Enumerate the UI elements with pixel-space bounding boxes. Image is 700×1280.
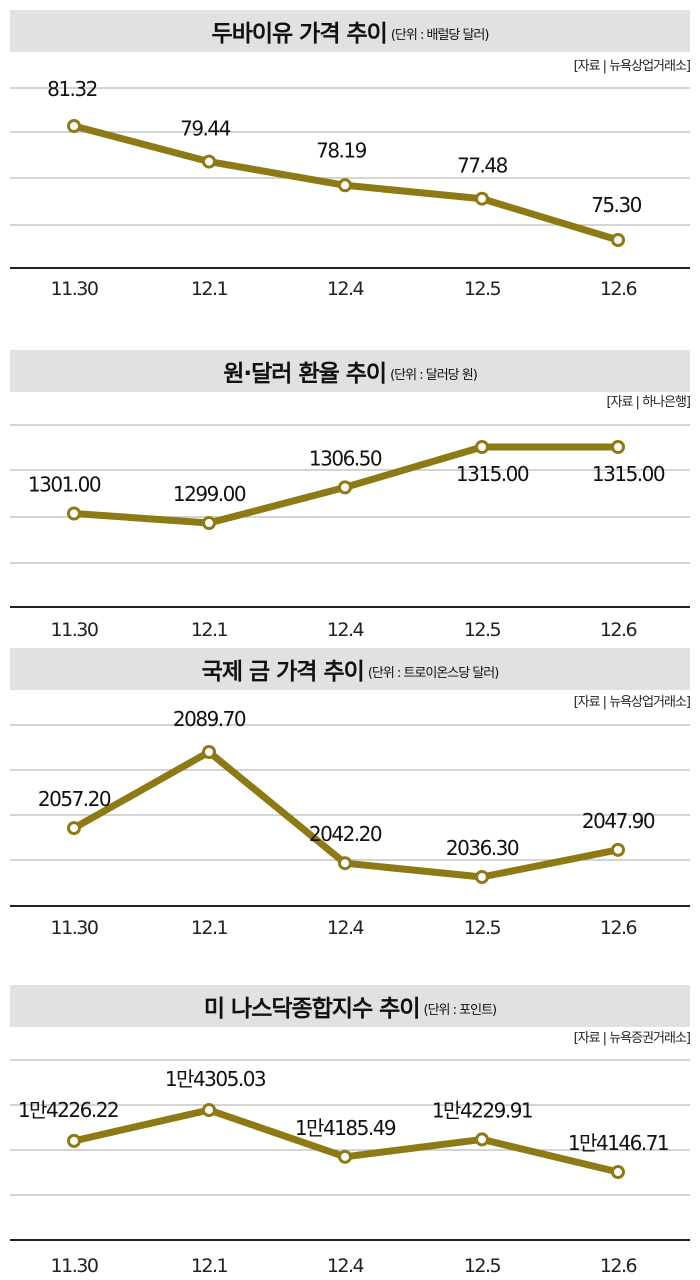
data-label: 78.19 [316,138,367,162]
chart-1: 81.32 11.30 79.44 12.1 78.19 12.4 77.48 12.5 75.… [10,77,690,300]
data-point [202,154,216,169]
x-tick-label: 12.6 [600,917,637,939]
chart-2: 1301.00 11.30 1299.00 12.1 1306.50 12.4 1315.0… [10,424,690,641]
data-label: 1만4146.71 [568,1131,668,1155]
chart-source: [자료 | 하나은행] [606,395,691,410]
data-label: 81.32 [47,77,97,101]
chart-title: 두바이유 가격 추이 [211,21,388,47]
data-point [611,440,625,454]
data-label: 2036.30 [446,836,519,860]
data-label: 77.48 [457,154,508,178]
chart-title: 원·달러 환율 추이 [223,361,387,387]
x-tick-label: 12.5 [464,278,501,300]
data-label: 79.44 [180,117,231,141]
data-label: 1만4229.91 [432,1098,532,1122]
x-tick-label: 12.1 [191,917,228,939]
data-point [338,480,352,495]
data-label: 1만4305.03 [165,1067,266,1091]
x-tick-label: 12.6 [600,278,637,300]
data-point [67,119,81,133]
data-point [475,191,489,206]
data-point [67,1133,81,1148]
data-label: 2089.70 [173,707,246,731]
data-point [475,1132,489,1147]
x-tick-label: 12.6 [600,1255,637,1277]
data-point [475,440,489,454]
data-point [202,745,216,759]
chart-title-bar: 두바이유 가격 추이 (단위 : 배럴당 달러) [10,10,690,52]
data-point [202,1103,216,1117]
chart-title-bar: 국제 금 가격 추이 (단위 : 트로이온스당 달러) [10,648,690,690]
data-label: 1만4226.22 [18,1098,118,1122]
data-point [67,506,81,521]
x-tick-label: 11.30 [51,1255,98,1277]
data-label: 2047.90 [582,809,655,833]
data-point [202,516,216,530]
chart-title: 미 나스닥종합지수 추이 [203,996,421,1022]
data-label: 1306.50 [309,446,382,470]
x-tick-label: 12.5 [464,619,501,641]
x-tick-label: 12.4 [327,619,365,641]
x-tick-label: 12.4 [327,278,365,300]
data-point [338,1149,352,1164]
x-tick-label: 12.4 [327,917,365,939]
data-point [475,870,489,884]
chart-unit: (단위 : 포인트) [423,1002,498,1018]
data-point [611,842,625,857]
data-label: 1315.00 [456,462,529,486]
chart-3: 2057.20 11.30 2089.70 12.1 2042.20 12.4 2036.3… [10,707,690,939]
data-label: 75.30 [591,193,642,217]
chart-source: [자료 | 뉴욕증권거래소] [573,1031,691,1046]
data-point [338,856,352,871]
data-label: 2057.20 [38,787,111,811]
chart-title-bar: 원·달러 환율 추이 (단위 : 달러당 원) [10,350,690,392]
x-tick-label: 12.6 [600,619,637,641]
chart-source: [자료 | 뉴욕상업거래소] [573,59,691,74]
x-tick-label: 12.1 [191,278,228,300]
x-tick-label: 12.1 [191,1255,228,1277]
x-tick-label: 11.30 [51,278,98,300]
chart-4: 1만4226.22 11.30 1만4305.03 12.1 1만4185.49 12.4… [10,1059,690,1277]
x-tick-label: 12.4 [327,1255,365,1277]
data-point [611,233,625,247]
data-label: 1299.00 [173,482,246,506]
chart-title-bar: 미 나스닥종합지수 추이 (단위 : 포인트) [10,985,690,1027]
x-tick-label: 12.1 [191,619,228,641]
data-label: 2042.20 [309,822,382,846]
chart-unit: (단위 : 배럴당 달러) [390,27,490,43]
data-label: 1301.00 [28,473,101,497]
x-tick-label: 11.30 [51,619,98,641]
data-point [611,1165,625,1179]
data-label: 1만4185.49 [295,1116,396,1140]
chart-unit: (단위 : 트로이온스당 달러) [367,665,500,681]
x-tick-label: 12.5 [464,1255,501,1277]
x-tick-label: 11.30 [51,917,98,939]
x-tick-label: 12.5 [464,917,501,939]
chart-unit: (단위 : 달러당 원) [390,367,478,383]
chart-title: 국제 금 가격 추이 [201,659,365,685]
data-label: 1315.00 [592,462,665,486]
data-point [67,821,81,836]
data-point [338,178,352,193]
chart-source: [자료 | 뉴욕상업거래소] [573,695,691,710]
